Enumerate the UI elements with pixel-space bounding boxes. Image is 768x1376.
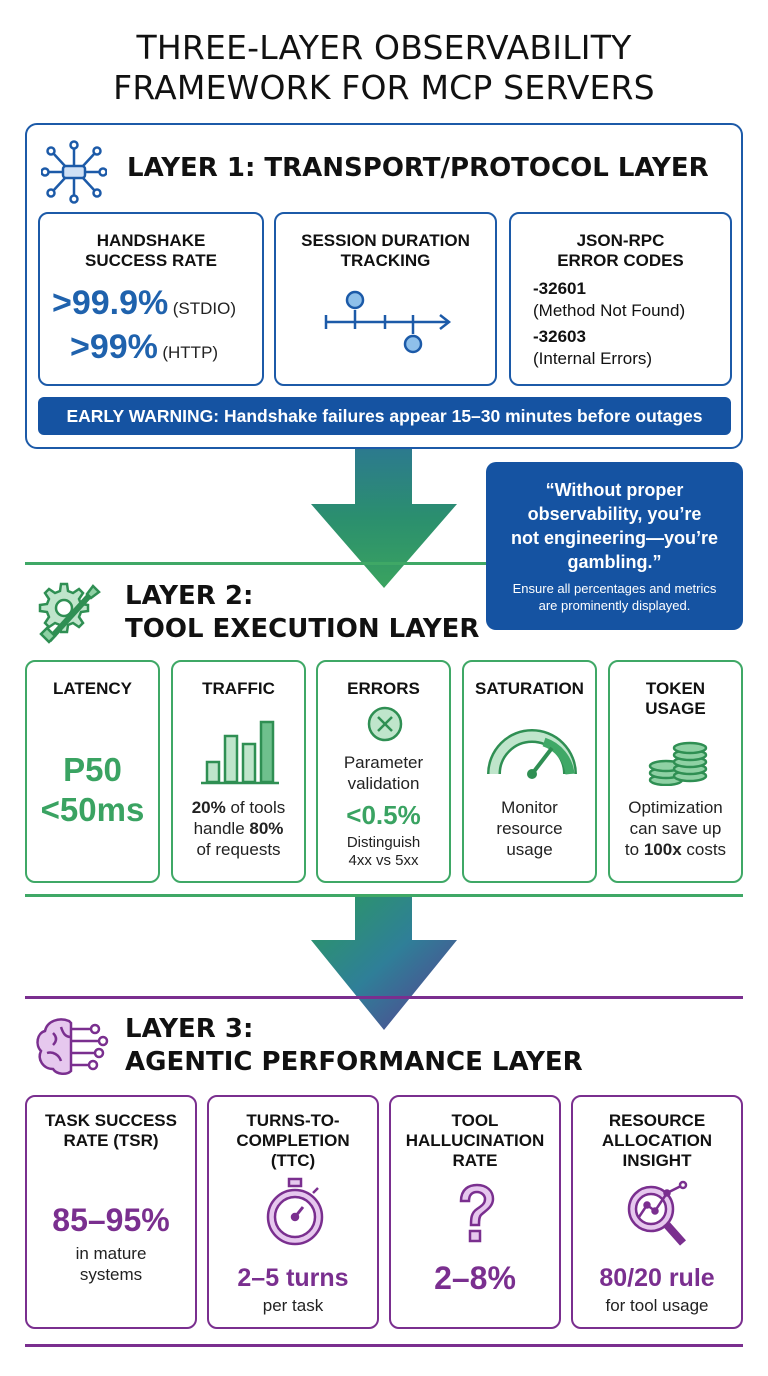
- jsonrpc-codes: -32601 (Method Not Found) -32603 (Intern…: [533, 278, 685, 370]
- brain-circuit-icon: [36, 1018, 109, 1075]
- handshake-card: HANDSHAKE SUCCESS RATE >99.9% (STDIO) >9…: [38, 212, 264, 386]
- traffic-title: TRAFFIC: [202, 679, 275, 698]
- page-title-line1: THREE-LAYER OBSERVABILITY: [136, 28, 632, 67]
- layer2-title: LAYER 2: TOOL EXECUTION LAYER: [125, 581, 480, 644]
- latency-title: LATENCY: [52, 679, 132, 698]
- code-32603: -32603: [533, 327, 586, 346]
- bar-chart-icon: [201, 720, 279, 785]
- tsr-value: 85–95%: [52, 1202, 170, 1238]
- token-usage-card: TOKEN USAGE Optimization can save up to …: [608, 660, 743, 883]
- question-mark-icon: [459, 1183, 495, 1243]
- layer3-top-divider: [25, 996, 743, 999]
- saturation-text: Monitor resource usage: [496, 798, 563, 859]
- traffic-card: TRAFFIC 20% of tools handle 80% of reque…: [171, 660, 306, 883]
- token-usage-title: TOKEN USAGE: [645, 679, 706, 718]
- ttc-title: TURNS-TO- COMPLETION (TTC): [236, 1111, 350, 1170]
- stdio-label: (STDIO): [172, 299, 236, 318]
- hallucination-card: TOOL HALLUCINATION RATE 2–8%: [389, 1095, 561, 1329]
- latency-card: LATENCY P50 <50ms: [25, 660, 160, 883]
- session-card: SESSION DURATION TRACKING: [274, 212, 497, 386]
- page-title: THREE-LAYER OBSERVABILITY FRAMEWORK FOR …: [0, 28, 768, 108]
- handshake-stdio: >99.9% (STDIO): [52, 284, 236, 323]
- code-32603-desc: (Internal Errors): [533, 349, 653, 368]
- saturation-title: SATURATION: [475, 679, 584, 698]
- ttc-sub: per task: [262, 1296, 324, 1315]
- errors-title: ERRORS: [347, 679, 420, 698]
- resource-title: RESOURCE ALLOCATION INSIGHT: [601, 1111, 713, 1170]
- tsr-card: TASK SUCCESS RATE (TSR) 85–95% in mature…: [25, 1095, 197, 1329]
- handshake-title: HANDSHAKE SUCCESS RATE: [85, 231, 217, 270]
- tsr-title: TASK SUCCESS RATE (TSR): [45, 1111, 177, 1150]
- layer3-bottom-divider: [25, 1344, 743, 1347]
- session-title: SESSION DURATION TRACKING: [301, 231, 470, 270]
- network-chip-icon: [41, 140, 107, 204]
- layer1-title: LAYER 1: TRANSPORT/PROTOCOL LAYER: [127, 153, 709, 183]
- jsonrpc-card: JSON-RPC ERROR CODES -32601 (Method Not …: [509, 212, 732, 386]
- quote-subtext: Ensure all percentages and metrics are p…: [512, 581, 717, 613]
- errors-note: Distinguish 4xx vs 5xx: [346, 834, 421, 869]
- http-value: >99%: [70, 328, 158, 366]
- gauge-icon: [487, 729, 577, 779]
- layer2-top-divider: [25, 562, 486, 565]
- layer2-bottom-divider: [25, 894, 743, 897]
- ttc-card: TURNS-TO- COMPLETION (TTC) 2–5 turns per…: [207, 1095, 379, 1329]
- layer1-panel: LAYER 1: TRANSPORT/PROTOCOL LAYER HANDSH…: [25, 123, 743, 449]
- stdio-value: >99.9%: [52, 284, 169, 322]
- quote-text: “Without proper observability, you’re no…: [510, 480, 719, 572]
- tsr-sub: in mature systems: [75, 1244, 147, 1284]
- errors-desc: Parameter validation: [343, 753, 424, 793]
- resource-value: 80/20 rule: [599, 1264, 715, 1292]
- error-x-icon: [367, 706, 403, 742]
- stopwatch-icon: [266, 1177, 324, 1246]
- gear-wrench-icon: [38, 582, 101, 644]
- ttc-value: 2–5 turns: [237, 1264, 349, 1292]
- coin-stack-icon: [648, 741, 708, 786]
- errors-value: <0.5%: [346, 800, 421, 830]
- code-32601: -32601: [533, 279, 586, 298]
- hallucination-value: 2–8%: [434, 1260, 516, 1296]
- handshake-http: >99% (HTTP): [70, 328, 218, 367]
- saturation-card: SATURATION Monitor resource usage: [462, 660, 597, 883]
- page-title-line2: FRAMEWORK FOR MCP SERVERS: [113, 68, 655, 107]
- quote-box: “Without proper observability, you’re no…: [486, 462, 743, 630]
- resource-card: RESOURCE ALLOCATION INSIGHT 80/20 rule f…: [571, 1095, 743, 1329]
- magnifier-chart-icon: [627, 1180, 688, 1246]
- hallucination-title: TOOL HALLUCINATION RATE: [405, 1111, 545, 1170]
- http-label: (HTTP): [162, 343, 219, 362]
- errors-card: ERRORS Parameter validation <0.5% Distin…: [316, 660, 451, 883]
- layer3-title: LAYER 3: AGENTIC PERFORMANCE LAYER: [125, 1014, 583, 1077]
- code-32601-desc: (Method Not Found): [533, 301, 686, 320]
- resource-sub: for tool usage: [605, 1296, 709, 1315]
- timeline-icon: [324, 290, 452, 354]
- token-usage-text: Optimization can save up to 100x costs: [624, 798, 727, 859]
- jsonrpc-title: JSON-RPC ERROR CODES: [557, 231, 684, 270]
- early-warning-banner: EARLY WARNING: Handshake failures appear…: [38, 397, 731, 435]
- traffic-text: 20% of tools handle 80% of requests: [191, 798, 286, 859]
- latency-value: P50 <50ms: [40, 751, 145, 828]
